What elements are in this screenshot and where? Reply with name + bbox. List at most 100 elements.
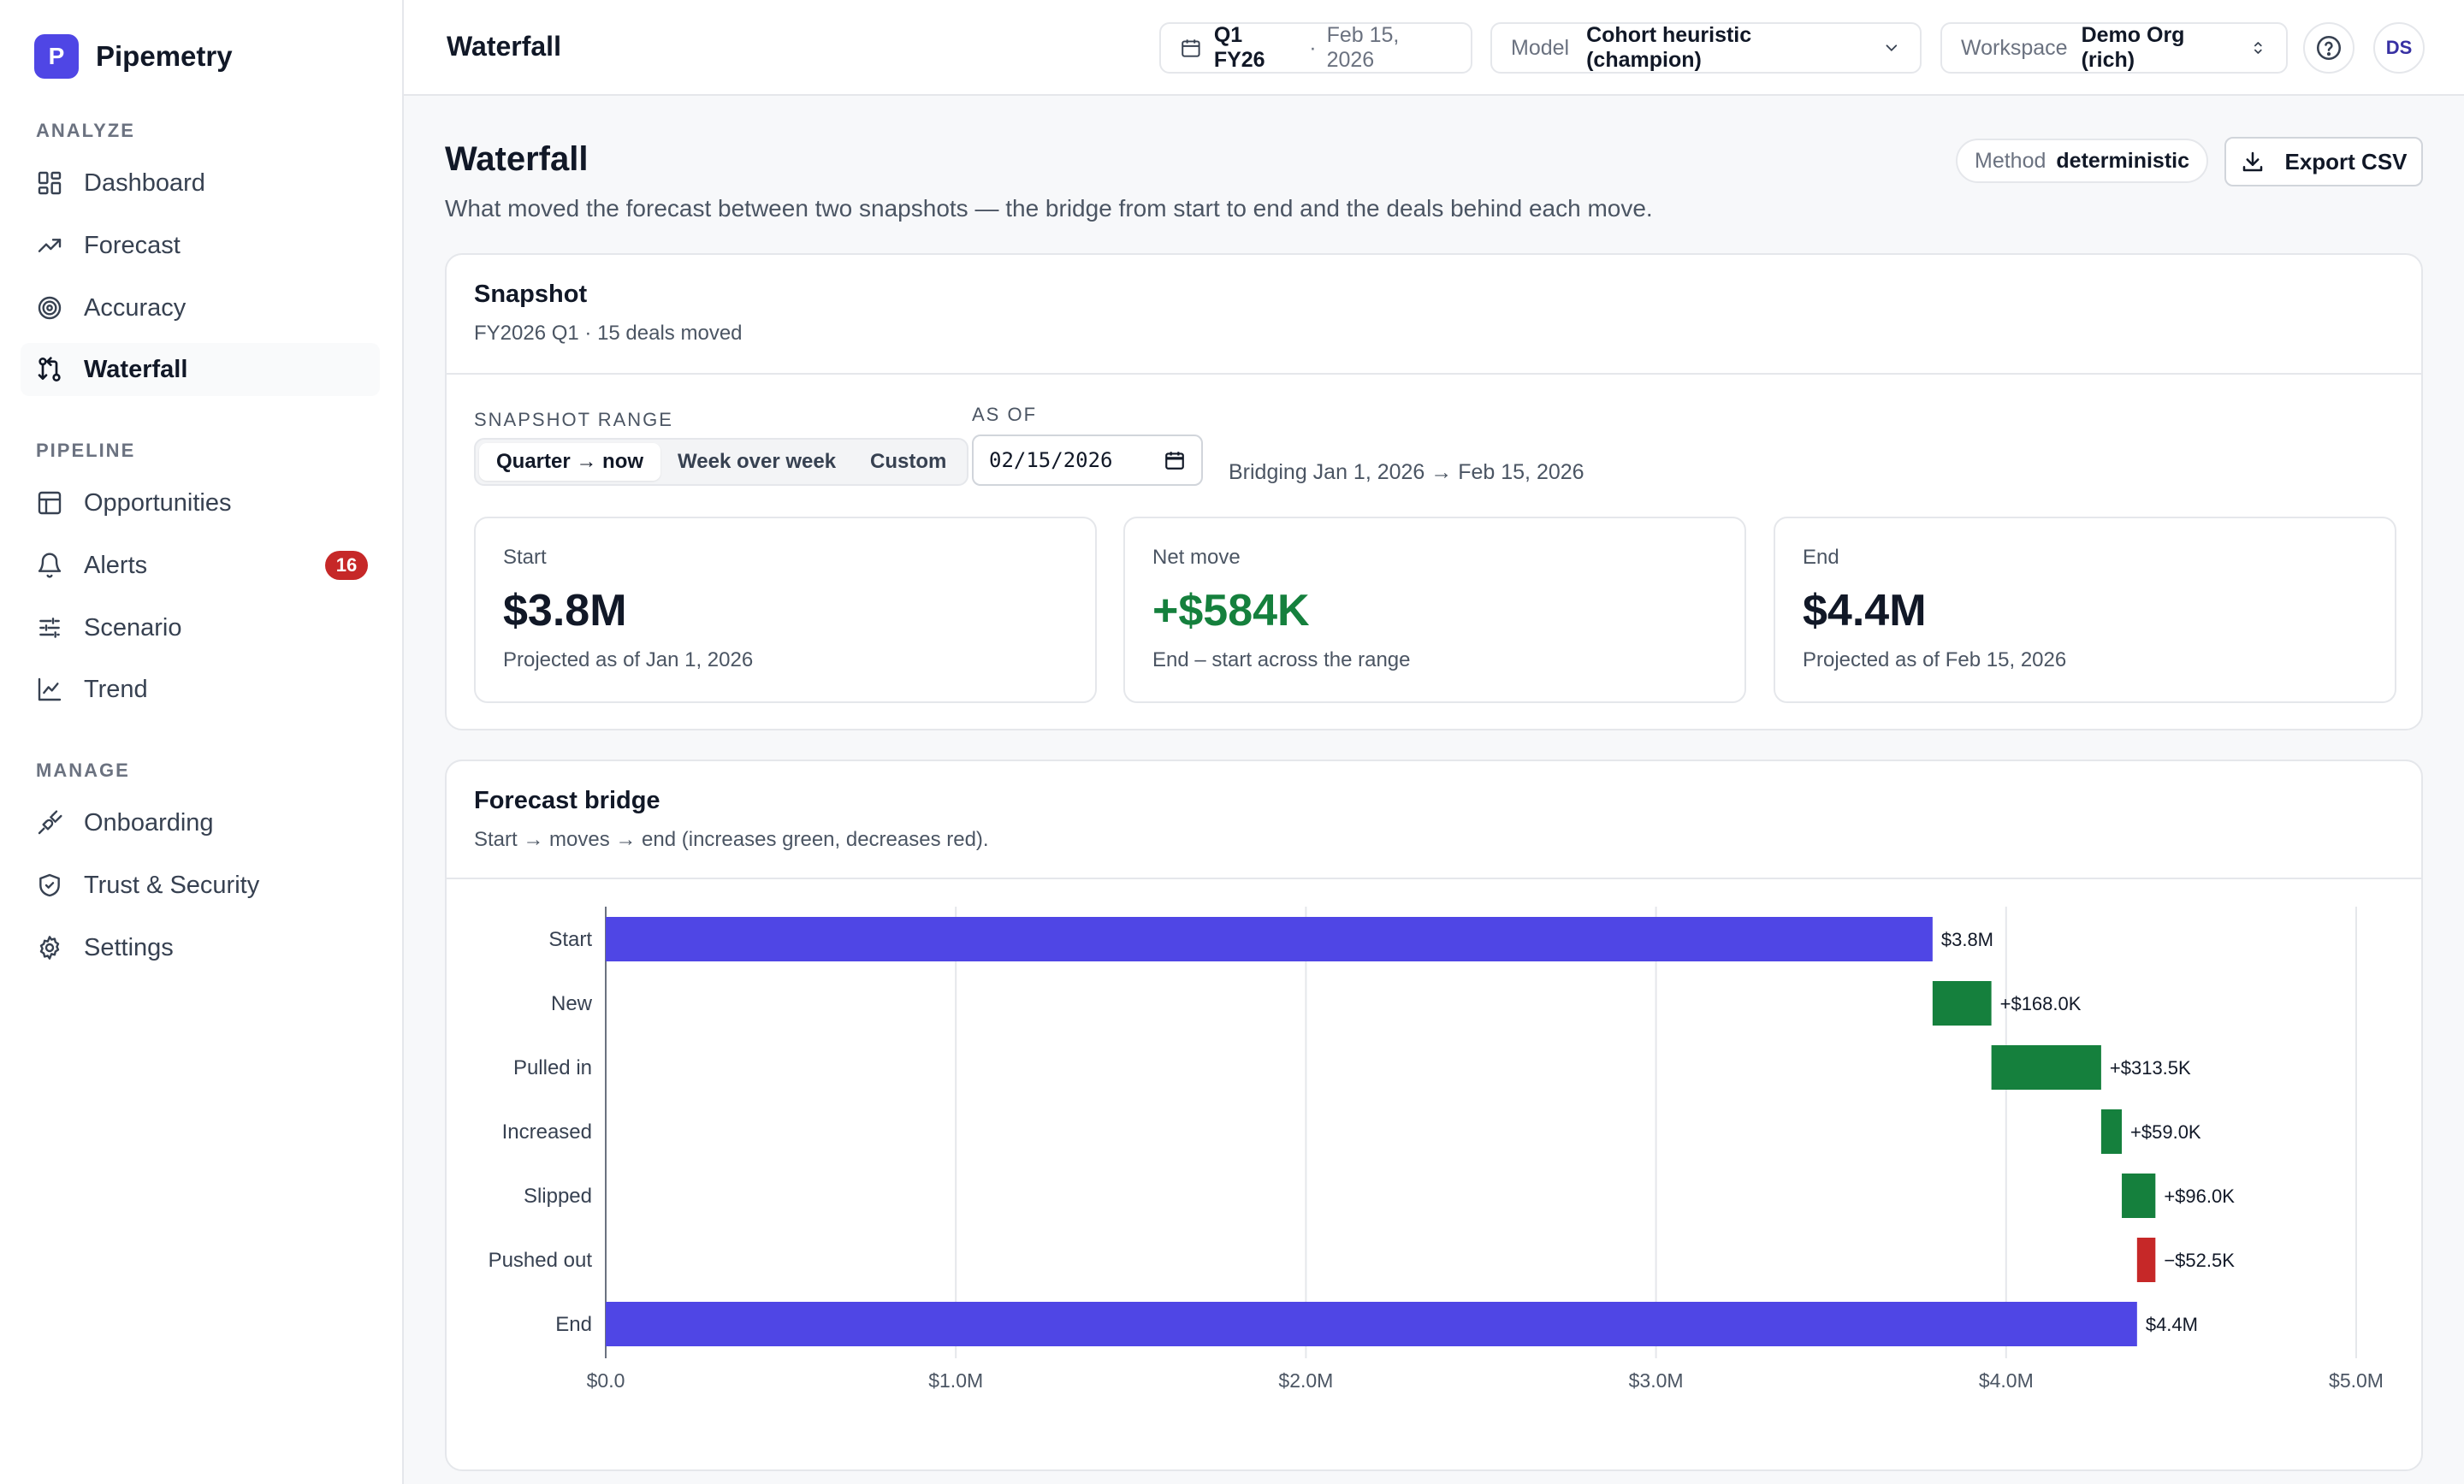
bar-data-label: +$96.0K <box>2164 1185 2235 1207</box>
table-icon <box>38 491 62 515</box>
range-option-custom[interactable]: Custom <box>870 450 947 473</box>
snapshot-card-header: Snapshot FY2026 Q1 · 15 deals moved <box>447 255 2421 375</box>
y-category-label: New <box>551 992 593 1015</box>
sliders-icon <box>39 618 60 638</box>
stat-label: Net move <box>1152 546 1241 569</box>
waterfall-bar <box>1991 1045 2101 1090</box>
gear-icon <box>39 936 60 960</box>
bar-data-label: +$168.0K <box>2000 993 2082 1014</box>
brand-name: Pipemetry <box>96 40 233 72</box>
stat-card-net-move: Net move +$584K End – start across the r… <box>1123 517 1746 703</box>
user-avatar[interactable]: DS <box>2373 22 2425 74</box>
bell-icon <box>38 553 62 578</box>
waterfall-bar <box>1932 981 1992 1026</box>
avatar-initials: DS <box>2385 37 2413 58</box>
help-button[interactable] <box>2303 22 2354 74</box>
sidebar-item-dashboard[interactable]: Dashboard <box>21 157 380 210</box>
sidebar-item-label: Settings <box>84 933 174 961</box>
y-category-label: Pushed out <box>489 1249 593 1272</box>
y-category-label: Start <box>548 928 592 951</box>
chevron-up-down-icon <box>2254 42 2262 54</box>
calendar-icon <box>1165 452 1184 470</box>
sidebar-item-settings[interactable]: Settings <box>21 921 380 974</box>
sidebar-item-label: Trust & Security <box>84 871 260 899</box>
model-value: Cohort heuristic (champion) <box>1586 23 1752 72</box>
x-tick-label: $1.0M <box>928 1369 983 1392</box>
section-label-manage: MANAGE <box>36 760 130 781</box>
top-bar: Waterfall Q1 FY26 · Feb 15, 2026 Model C… <box>404 0 2464 96</box>
model-selector[interactable]: Model Cohort heuristic (champion) <box>1490 22 1922 74</box>
sidebar: P Pipemetry ANALYZE Dashboard Forecast A… <box>0 0 404 1484</box>
as-of-date-value: 02/15/2026 <box>989 448 1113 472</box>
as-of-label: AS OF <box>972 404 1038 425</box>
y-category-label: Slipped <box>524 1185 592 1208</box>
stat-card-start: Start $3.8M Projected as of Jan 1, 2026 <box>474 517 1097 703</box>
calendar-icon <box>1182 39 1200 57</box>
method-label: Method <box>1975 148 2046 173</box>
sidebar-item-waterfall[interactable]: Waterfall <box>21 343 380 396</box>
plug-icon <box>38 810 62 835</box>
bridge-subtitle: Start → moves → end (increases green, de… <box>474 828 989 851</box>
sidebar-item-label: Dashboard <box>84 169 205 197</box>
forecast-bridge-card: Forecast bridge Start → moves → end (inc… <box>445 760 2423 1471</box>
stat-card-end: End $4.4M Projected as of Feb 15, 2026 <box>1774 517 2396 703</box>
y-category-label: End <box>555 1313 592 1336</box>
section-label-analyze: ANALYZE <box>36 120 135 141</box>
sidebar-item-opportunities[interactable]: Opportunities <box>21 476 380 529</box>
page-title: Waterfall <box>445 140 589 178</box>
model-label: Model <box>1511 35 1570 60</box>
period-selector[interactable]: Q1 FY26 · Feb 15, 2026 <box>1159 22 1472 74</box>
chevron-down-icon <box>1886 44 1898 51</box>
sidebar-item-trend[interactable]: Trend <box>21 663 380 716</box>
export-csv-label: Export CSV <box>2284 148 2408 174</box>
sidebar-item-alerts[interactable]: Alerts 16 <box>21 539 380 592</box>
x-tick-label: $3.0M <box>1629 1369 1684 1392</box>
stat-label: End <box>1803 546 1839 569</box>
x-tick-label: $2.0M <box>1278 1369 1333 1392</box>
bar-data-label: +$59.0K <box>2130 1121 2201 1143</box>
range-option-quarter-now[interactable]: Quarter → now <box>479 443 661 481</box>
x-tick-label: $0.0 <box>587 1369 625 1392</box>
target-icon <box>38 296 62 320</box>
line-chart-icon <box>38 677 62 701</box>
sidebar-item-onboarding[interactable]: Onboarding <box>21 796 380 849</box>
alerts-count-badge: 16 <box>325 551 368 580</box>
bar-data-label: −$52.5K <box>2164 1250 2235 1271</box>
waterfall-bar <box>2122 1174 2156 1218</box>
bar-data-label: +$313.5K <box>2110 1057 2191 1079</box>
sidebar-item-label: Scenario <box>84 613 182 641</box>
waterfall-icon <box>38 357 61 381</box>
stat-value: $3.8M <box>503 586 627 636</box>
method-value: deterministic <box>2056 148 2189 173</box>
help-icon <box>2316 35 2342 61</box>
page-description: What moved the forecast between two snap… <box>445 195 1653 222</box>
x-tick-label: $5.0M <box>2329 1369 2384 1392</box>
stat-note: End – start across the range <box>1152 648 1411 671</box>
sidebar-item-label: Accuracy <box>84 293 187 322</box>
export-csv-button[interactable]: Export CSV <box>2224 137 2423 186</box>
stat-value: $4.4M <box>1803 586 1927 636</box>
dashboard-icon <box>38 171 62 195</box>
waterfall-bar <box>606 917 1933 961</box>
sidebar-item-forecast[interactable]: Forecast <box>21 219 380 272</box>
y-category-label: Pulled in <box>513 1056 592 1079</box>
workspace-selector[interactable]: Workspace Demo Org (rich) <box>1940 22 2288 74</box>
as-of-date-input[interactable]: 02/15/2026 <box>972 435 1203 486</box>
sidebar-item-accuracy[interactable]: Accuracy <box>21 281 380 334</box>
section-label-pipeline: PIPELINE <box>36 440 136 461</box>
waterfall-chart: $0.0 $1.0M $2.0M $3.0M $4.0M $5.0M Start $3.8M N… <box>489 907 2384 1392</box>
range-option-week-over-week[interactable]: Week over week <box>678 450 837 473</box>
stat-note: Projected as of Feb 15, 2026 <box>1803 648 2067 671</box>
snapshot-subtitle: FY2026 Q1 · 15 deals moved <box>474 322 743 345</box>
waterfall-bar <box>2136 1238 2156 1282</box>
sidebar-item-scenario[interactable]: Scenario <box>21 601 380 654</box>
snapshot-range-label: SNAPSHOT RANGE <box>474 409 673 430</box>
x-tick-label: $4.0M <box>1979 1369 2034 1392</box>
sidebar-item-label: Opportunities <box>84 488 232 517</box>
brand[interactable]: P Pipemetry <box>34 34 233 79</box>
workspace-label: Workspace <box>1961 35 2068 60</box>
sidebar-item-label: Waterfall <box>84 355 188 383</box>
sidebar-item-trust-security[interactable]: Trust & Security <box>21 859 380 912</box>
snapshot-title: Snapshot <box>474 281 588 308</box>
sidebar-item-label: Trend <box>84 675 148 703</box>
